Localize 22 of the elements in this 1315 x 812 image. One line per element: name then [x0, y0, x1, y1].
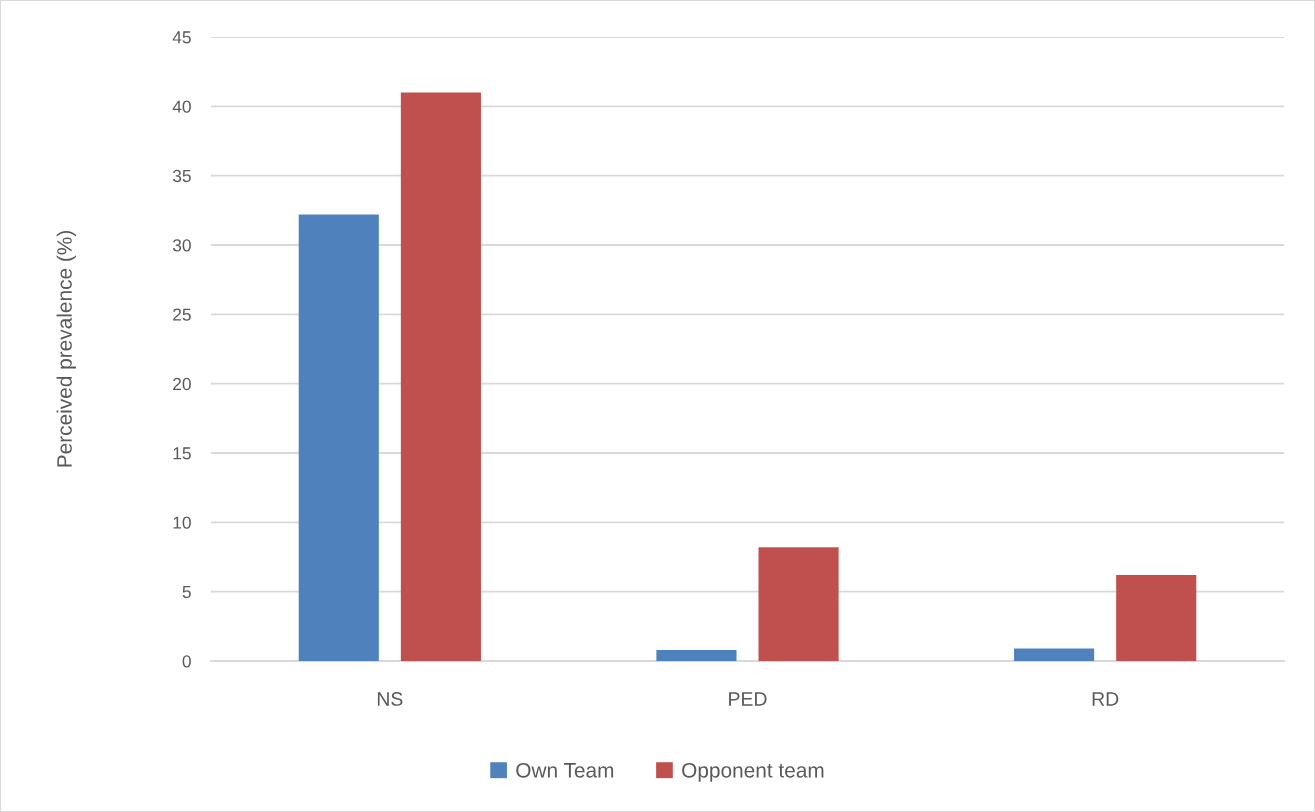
y-tick-label: 25: [173, 308, 191, 321]
x-tick-label: NS: [377, 692, 403, 706]
y-tick-label: 10: [173, 516, 191, 529]
y-tick-label: 20: [173, 377, 191, 391]
y-tick-label: 5: [182, 586, 191, 599]
legend-label: Opponent team: [682, 762, 824, 782]
y-tick-label: 45: [172, 31, 191, 44]
legend-label: Own Team: [516, 762, 614, 778]
bar: [1116, 575, 1197, 661]
bar: [298, 214, 379, 661]
y-axis-title: Perceived prevalence (%): [56, 231, 76, 467]
bar: [400, 92, 481, 661]
bar: [656, 649, 737, 661]
bar: [758, 547, 839, 661]
y-tick-label: 15: [173, 447, 191, 460]
y-tick-label: 40: [172, 100, 191, 113]
x-tick-label: PED: [729, 692, 767, 706]
x-tick-label: RD: [1092, 692, 1119, 706]
y-tick-label: 30: [172, 239, 191, 252]
bar: [1014, 648, 1095, 661]
y-tick-label: 35: [172, 169, 191, 183]
y-tick-label: 0: [182, 655, 191, 668]
